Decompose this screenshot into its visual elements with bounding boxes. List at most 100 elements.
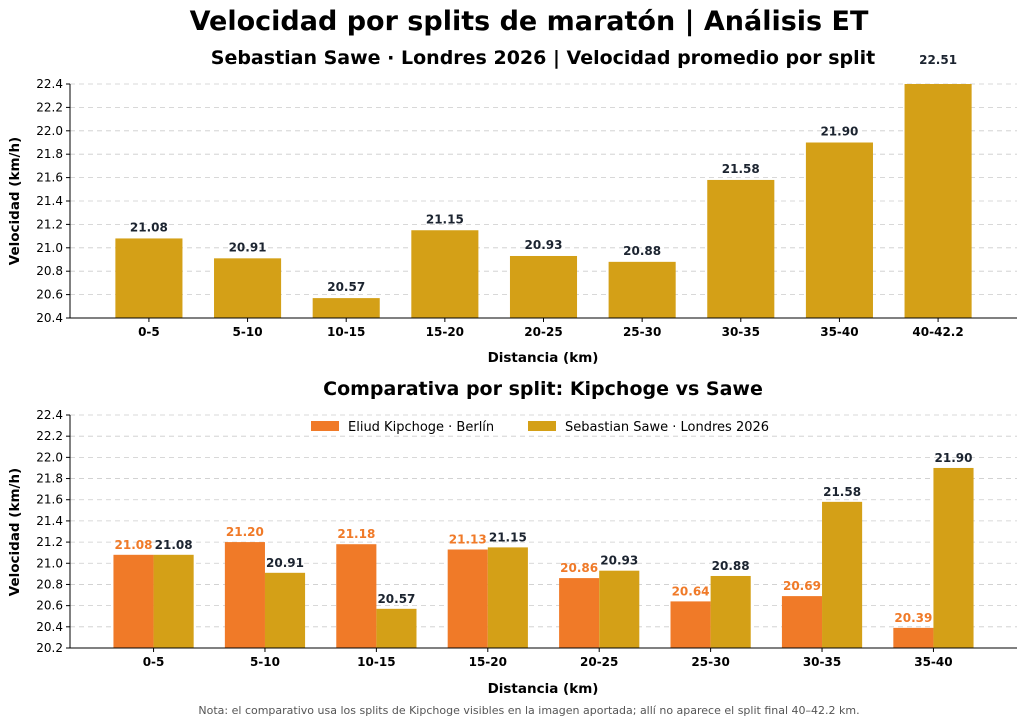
chart2-bar-sawe xyxy=(822,501,863,648)
chart2-xtick-label: 0-5 xyxy=(143,655,165,669)
chart1-ytick-label: 20.4 xyxy=(36,311,63,325)
chart1-xtick-label: 30-35 xyxy=(722,325,760,339)
chart2-xlabel: Distancia (km) xyxy=(488,681,599,697)
chart1-value-label: 20.57 xyxy=(327,280,365,294)
chart2-value-label-kipchoge: 20.69 xyxy=(783,579,821,593)
chart2-title: Comparativa por split: Kipchoge vs Sawe xyxy=(323,378,763,400)
chart2-value-label-sawe: 20.57 xyxy=(377,592,415,606)
chart2-ytick-label: 21.2 xyxy=(36,535,63,549)
chart2-bar-sawe xyxy=(599,570,640,648)
chart2-bar-kipchoge xyxy=(113,554,154,648)
chart2-ytick-label: 21.8 xyxy=(36,472,63,486)
chart1-bar xyxy=(312,298,380,318)
chart2-value-label-kipchoge: 20.39 xyxy=(894,611,932,625)
chart1-bar xyxy=(214,258,282,318)
chart1-value-label: 22.51 xyxy=(919,53,957,67)
chart2-ytick-label: 20.6 xyxy=(36,599,63,613)
chart2-xtick-label: 35-40 xyxy=(914,655,952,669)
chart2-value-labels: 21.08 21.08 21.20 20.91 21.18 20.57 21.13 21.15… xyxy=(115,451,973,625)
chart1-xtick-label: 35-40 xyxy=(820,325,858,339)
chart1-x-ticks: 0-5 5-10 10-15 15-20 20-25 25-30 30-35 35-40 40-… xyxy=(138,318,964,339)
chart2-ytick-label: 21.0 xyxy=(36,556,63,570)
chart1-bar xyxy=(805,142,873,318)
chart1-title: Sebastian Sawe · Londres 2026 | Velocida… xyxy=(211,47,875,69)
chart2-value-label-sawe: 21.58 xyxy=(823,485,861,499)
chart1-value-label: 20.93 xyxy=(525,238,563,252)
chart1-bar xyxy=(608,261,676,318)
chart2-xtick-label: 5-10 xyxy=(250,655,280,669)
chart1-xtick-label: 10-15 xyxy=(327,325,365,339)
chart2-bar-sawe xyxy=(264,572,306,648)
chart1-xtick-label: 25-30 xyxy=(623,325,661,339)
chart2-bar-kipchoge xyxy=(224,542,265,648)
chart2-value-label-sawe: 21.90 xyxy=(935,451,973,465)
chart2-value-label-sawe: 21.15 xyxy=(489,530,527,544)
chart2-value-label-kipchoge: 21.20 xyxy=(226,525,264,539)
chart2-value-label-kipchoge: 21.08 xyxy=(115,538,153,552)
chart2-ylabel: Velocidad (km/h) xyxy=(7,468,23,596)
chart2-bar-kipchoge xyxy=(447,549,488,648)
chart2-ytick-label: 22.0 xyxy=(36,450,63,464)
chart2-value-label-sawe: 20.91 xyxy=(266,556,304,570)
chart2-value-label-sawe: 20.88 xyxy=(712,559,750,573)
chart1-ytick-label: 21.2 xyxy=(36,217,63,231)
chart1-value-label: 21.08 xyxy=(130,220,168,234)
chart1-bars xyxy=(115,84,972,318)
chart2-bar-sawe xyxy=(710,575,751,648)
chart1-ytick-label: 21.4 xyxy=(36,194,63,208)
chart1-ytick-label: 20.8 xyxy=(36,264,63,278)
legend-swatch-kipchoge xyxy=(311,421,339,431)
chart2-value-label-sawe: 20.93 xyxy=(600,554,638,568)
chart1-bar xyxy=(115,238,183,318)
chart2-bar-kipchoge xyxy=(781,596,823,648)
chart1-xtick-label: 5-10 xyxy=(233,325,263,339)
legend-label-sawe: Sebastian Sawe · Londres 2026 xyxy=(565,420,769,435)
chart2-xtick-label: 15-20 xyxy=(469,655,507,669)
chart2-value-label-kipchoge: 21.18 xyxy=(337,527,375,541)
chart1-bar xyxy=(707,179,775,318)
chart1-xlabel: Distancia (km) xyxy=(488,350,599,366)
chart2-x-ticks: 0-5 5-10 10-15 15-20 20-25 25-30 30-35 35-40 xyxy=(143,648,953,669)
chart2-ytick-label: 20.2 xyxy=(36,641,63,655)
chart1-ylabel: Velocidad (km/h) xyxy=(7,137,23,265)
chart2-bar-sawe xyxy=(487,547,528,648)
chart1-y-ticks: 20.4 20.6 20.8 21.0 21.2 21.4 21.6 21.8 22.0 22.2… xyxy=(36,77,70,325)
chart2-value-label-kipchoge: 20.86 xyxy=(560,561,598,575)
chart2-xtick-label: 30-35 xyxy=(803,655,841,669)
chart2-bar-sawe xyxy=(933,467,974,648)
chart2-bar-kipchoge xyxy=(893,627,934,648)
chart1-value-label: 21.58 xyxy=(722,162,760,176)
chart2-ytick-label: 22.2 xyxy=(36,429,63,443)
chart1-ytick-label: 22.2 xyxy=(36,100,63,114)
chart1-ytick-label: 21.6 xyxy=(36,171,63,185)
chart1-ytick-label: 20.6 xyxy=(36,288,63,302)
chart2-grid xyxy=(70,414,1017,649)
chart-comparison: Comparativa por split: Kipchoge vs Sawe … xyxy=(7,378,1017,697)
chart1-value-label: 21.90 xyxy=(820,125,858,139)
chart2-ytick-label: 21.6 xyxy=(36,493,63,507)
chart1-bar xyxy=(411,230,479,318)
chart1-xtick-label: 15-20 xyxy=(426,325,464,339)
chart-sawe-speed: Sebastian Sawe · Londres 2026 | Velocida… xyxy=(7,47,1017,366)
figure-suptitle: Velocidad por splits de maratón | Anális… xyxy=(190,6,869,37)
chart2-bar-kipchoge xyxy=(670,601,711,648)
chart1-bar xyxy=(904,84,972,318)
chart2-ytick-label: 21.4 xyxy=(36,514,63,528)
chart2-ytick-label: 22.4 xyxy=(36,408,63,422)
chart2-value-label-kipchoge: 21.13 xyxy=(449,533,487,547)
chart2-bar-kipchoge xyxy=(336,544,377,648)
chart1-value-labels: 21.08 20.91 20.57 21.15 20.93 20.88 21.58 21.90… xyxy=(130,53,957,294)
chart2-bars xyxy=(113,467,974,648)
chart2-legend: Eliud Kipchoge · Berlín Sebastian Sawe ·… xyxy=(311,420,769,435)
chart1-ytick-label: 22.4 xyxy=(36,77,63,91)
chart2-value-label-kipchoge: 20.64 xyxy=(672,584,710,598)
chart1-value-label: 20.88 xyxy=(623,244,661,258)
chart1-value-label: 21.15 xyxy=(426,212,464,226)
footnote: Nota: el comparativo usa los splits de K… xyxy=(198,704,859,717)
chart1-xtick-label: 20-25 xyxy=(524,325,562,339)
chart2-ytick-label: 20.8 xyxy=(36,577,63,591)
chart1-ytick-label: 22.0 xyxy=(36,124,63,138)
chart2-xtick-label: 20-25 xyxy=(580,655,618,669)
chart2-ytick-label: 20.4 xyxy=(36,620,63,634)
